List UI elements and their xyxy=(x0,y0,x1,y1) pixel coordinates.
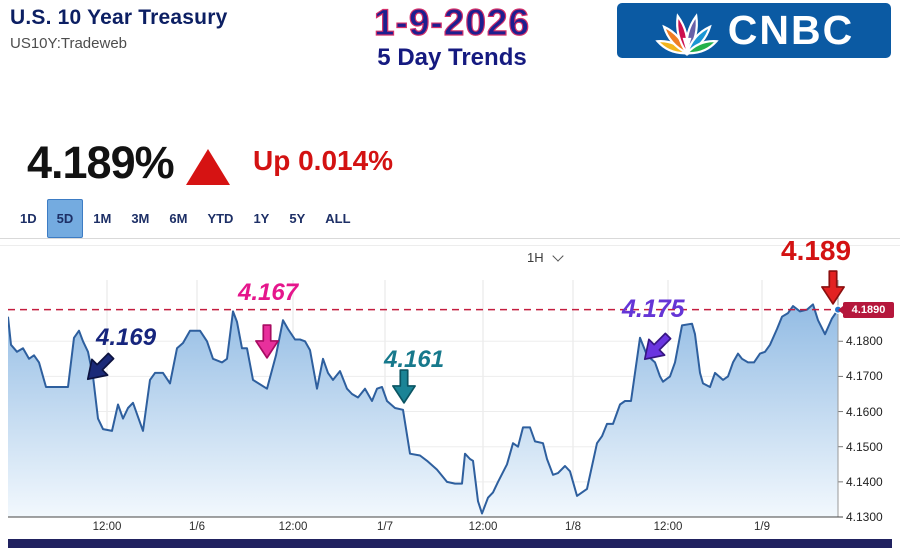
badge-value: 4.1890 xyxy=(851,303,886,316)
annotation-label: 4.167 xyxy=(238,279,299,306)
x-axis-label: 1/8 xyxy=(565,521,581,533)
tab-all[interactable]: ALL xyxy=(325,211,351,226)
current-yield: 4.189% xyxy=(27,137,175,188)
nbc-peacock-icon xyxy=(655,12,719,56)
symbol-subtitle: US10Y:Tradeweb xyxy=(10,35,128,52)
x-axis-label: 12:00 xyxy=(653,521,683,533)
y-axis-label: 4.1500 xyxy=(846,439,883,454)
annotation-label: 4.189 xyxy=(781,235,852,266)
annotation-arrow-icon xyxy=(254,324,280,360)
tab-6m[interactable]: 6M xyxy=(169,211,188,226)
annotation-label: 4.175 xyxy=(622,295,685,323)
up-triangle-icon xyxy=(186,149,230,185)
x-axis-label: 1/9 xyxy=(754,521,770,533)
range-tabs: 1D 5D 1M 3M 6M YTD 1Y 5Y ALL xyxy=(10,199,361,238)
chart-top-border xyxy=(0,245,900,246)
interval-dropdown[interactable]: 1H xyxy=(527,250,564,265)
date-heading: 1-9-2026 xyxy=(373,2,531,43)
annotation-label: 4.169 xyxy=(96,324,157,351)
x-axis-label: 12:00 xyxy=(92,521,122,533)
tabs-separator xyxy=(0,238,900,239)
tab-1d[interactable]: 1D xyxy=(20,211,37,226)
last-price-badge: 4.1890 xyxy=(838,301,894,318)
interval-value: 1H xyxy=(527,250,544,265)
annotation-arrow-icon xyxy=(77,346,121,390)
tab-1m[interactable]: 1M xyxy=(93,211,112,226)
x-axis-label: 1/6 xyxy=(189,521,205,533)
bottom-divider-bar xyxy=(8,539,892,548)
annotation-label: 4.161 xyxy=(384,346,445,373)
y-axis-label: 4.1400 xyxy=(846,474,883,489)
price-chart[interactable] xyxy=(8,278,844,520)
tab-3m[interactable]: 3M xyxy=(131,211,150,226)
y-axis-label: 4.1700 xyxy=(846,369,883,384)
y-axis-label: 4.1300 xyxy=(846,510,883,524)
annotation-arrow-icon xyxy=(634,326,678,370)
annotation-arrow-icon xyxy=(391,369,417,405)
trend-subtitle: 5 Day Trends xyxy=(377,43,527,71)
cnbc-wordmark: CNBC xyxy=(727,7,855,53)
cnbc-logo: CNBC xyxy=(617,3,891,58)
tab-ytd[interactable]: YTD xyxy=(207,211,234,226)
y-axis-label: 4.1800 xyxy=(846,334,883,349)
x-axis-label: 1/7 xyxy=(377,521,393,533)
tab-1y[interactable]: 1Y xyxy=(253,211,270,226)
tab-5y[interactable]: 5Y xyxy=(289,211,306,226)
y-axis-label: 4.1600 xyxy=(846,404,883,419)
annotation-arrow-icon xyxy=(820,270,846,306)
badge-notch xyxy=(838,305,843,314)
date-block: 1-9-2026 5 Day Trends xyxy=(292,2,612,72)
page-title: U.S. 10 Year Treasury xyxy=(10,6,228,29)
chevron-down-icon xyxy=(551,250,564,262)
change-label: Up 0.014% xyxy=(253,145,394,176)
x-axis-label: 12:00 xyxy=(468,521,498,533)
x-axis-label: 12:00 xyxy=(278,521,308,533)
tab-5d[interactable]: 5D xyxy=(46,199,84,238)
